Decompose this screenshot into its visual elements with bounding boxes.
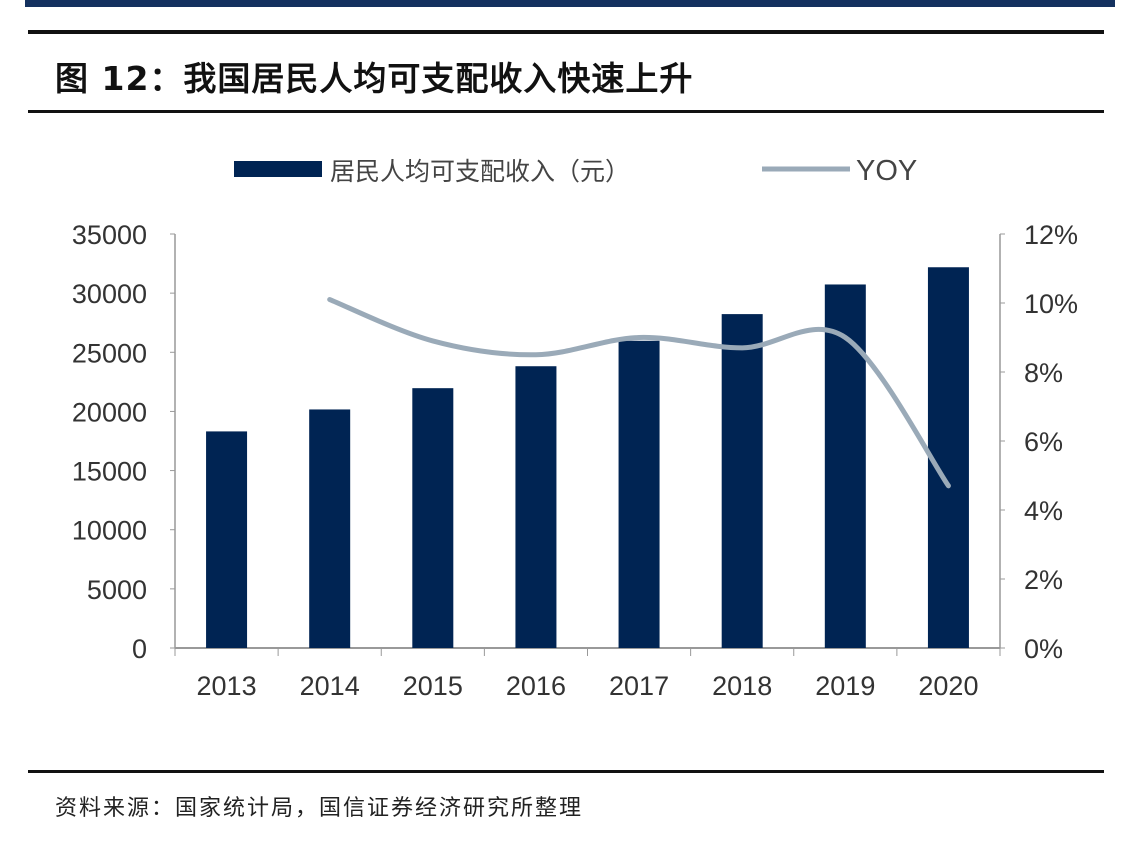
x-tick-label: 2016 xyxy=(506,671,566,701)
x-tick-label: 2018 xyxy=(712,671,772,701)
title-bottom-rule xyxy=(28,110,1104,113)
bar-2018 xyxy=(721,314,763,648)
legend: 居民人均可支配收入（元） YOY xyxy=(234,155,917,187)
right-tick-label: 10% xyxy=(1024,289,1078,319)
right-tick-label: 12% xyxy=(1024,220,1078,250)
x-tick-label: 2013 xyxy=(197,671,257,701)
x-tick-label: 2017 xyxy=(609,671,669,701)
bar-2017 xyxy=(618,340,660,648)
left-tick-label: 0 xyxy=(132,634,147,664)
left-tick-label: 5000 xyxy=(87,575,147,605)
right-tick-label: 4% xyxy=(1024,496,1063,526)
left-tick-label: 25000 xyxy=(72,338,147,368)
legend-bar-label: 居民人均可支配收入（元） xyxy=(330,157,630,186)
left-tick-label: 15000 xyxy=(72,457,147,487)
right-tick-label: 8% xyxy=(1024,358,1063,388)
source-top-rule xyxy=(28,770,1104,773)
bar-2019 xyxy=(824,284,866,648)
right-tick-label: 0% xyxy=(1024,634,1063,664)
x-tick-label: 2015 xyxy=(403,671,463,701)
left-tick-label: 20000 xyxy=(72,397,147,427)
left-tick-label: 30000 xyxy=(72,279,147,309)
bar-2014 xyxy=(309,409,351,648)
right-tick-label: 2% xyxy=(1024,565,1063,595)
right-tick-label: 6% xyxy=(1024,427,1063,457)
legend-line-label: YOY xyxy=(856,155,917,187)
bar-2013 xyxy=(206,431,248,648)
left-tick-label: 35000 xyxy=(72,220,147,250)
bar-2020 xyxy=(927,267,969,648)
source-note: 资料来源：国家统计局，国信证券经济研究所整理 xyxy=(55,796,584,821)
title-top-rule xyxy=(28,30,1104,34)
top-frame-bar xyxy=(25,0,1115,7)
bar-2016 xyxy=(515,366,557,648)
x-tick-label: 2020 xyxy=(918,671,978,701)
bar-2015 xyxy=(412,388,454,648)
left-tick-label: 10000 xyxy=(72,516,147,546)
figure-title: 图 12：我国居民人均可支配收入快速上升 xyxy=(55,59,694,98)
x-tick-label: 2014 xyxy=(300,671,360,701)
legend-bar-swatch xyxy=(234,161,322,177)
x-tick-label: 2019 xyxy=(815,671,875,701)
